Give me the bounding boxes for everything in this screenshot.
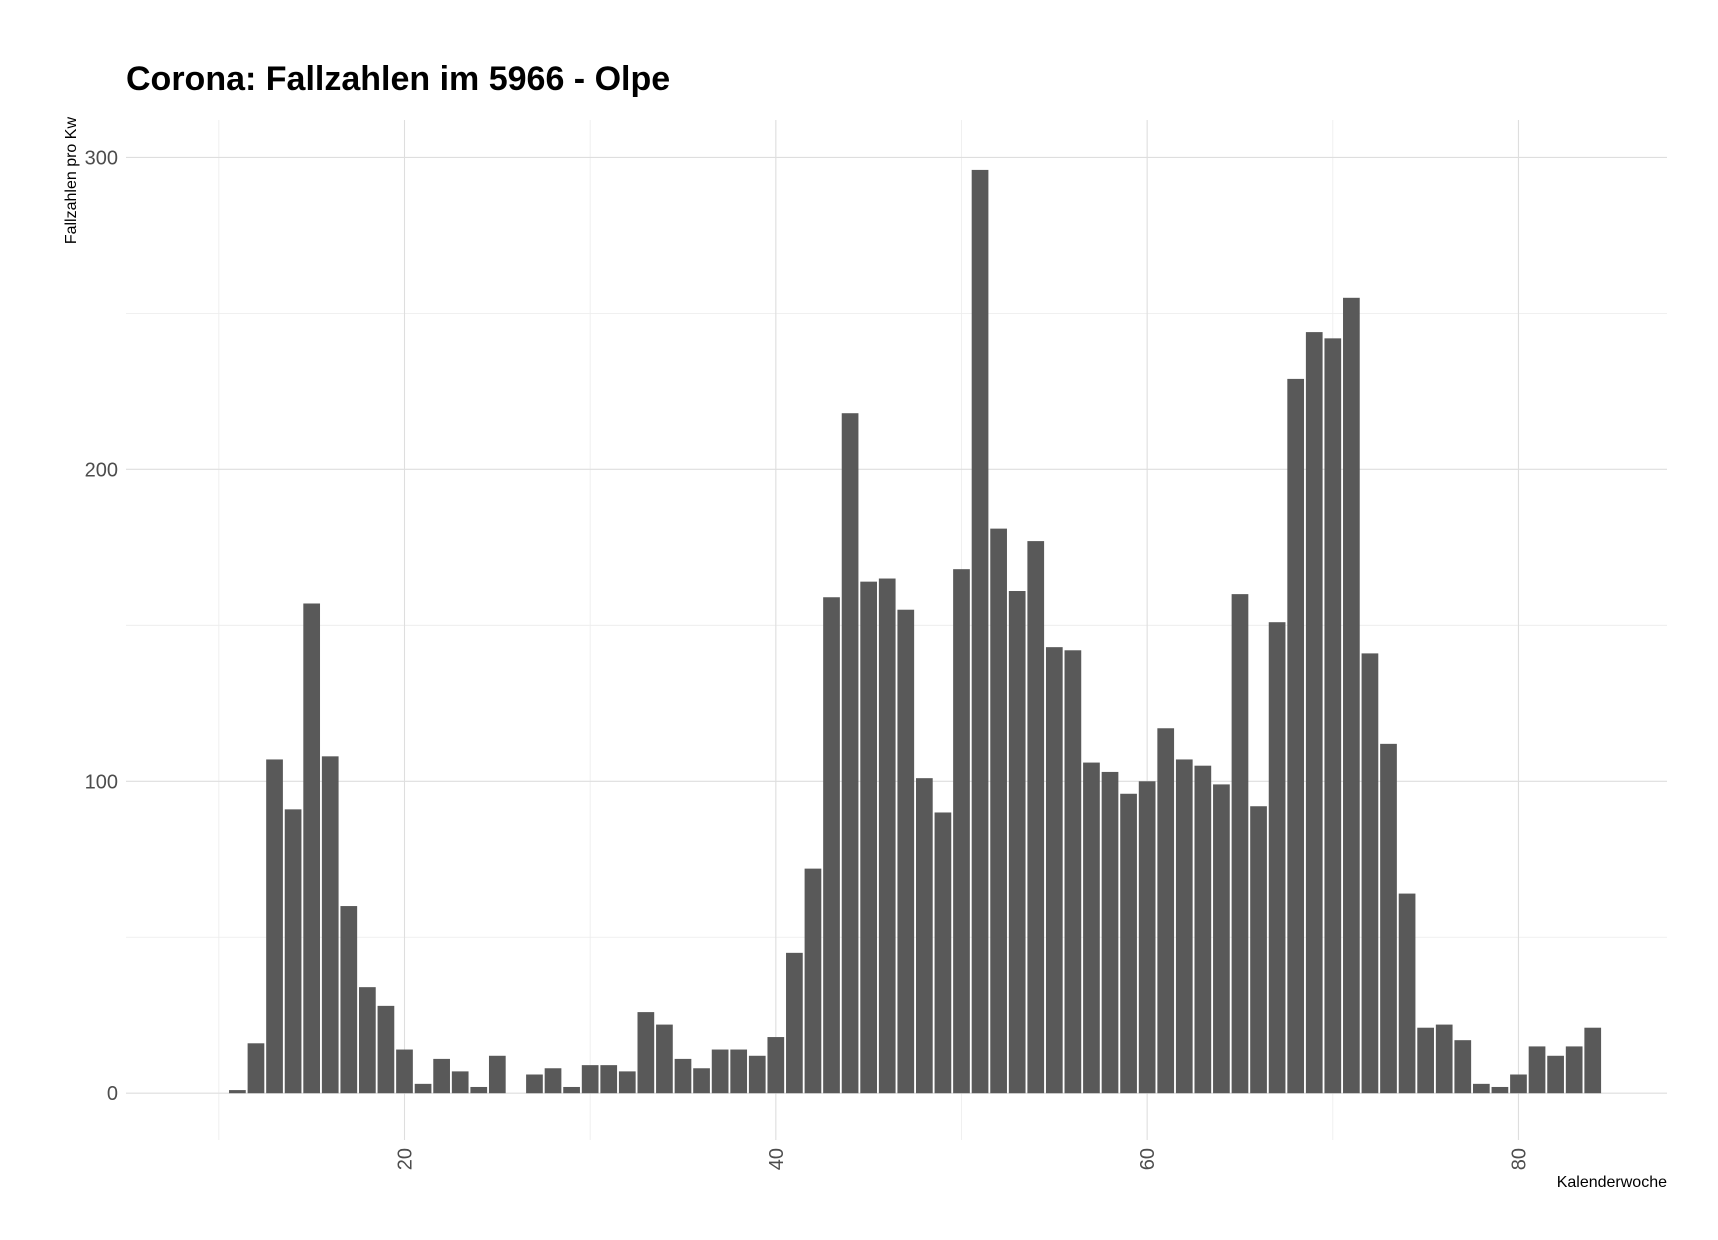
bar (266, 759, 283, 1094)
y-axis-ticks: 0 100 200 300 (85, 147, 118, 1105)
y-tick-label: 100 (85, 771, 118, 793)
bar (1361, 653, 1379, 1094)
bar (1305, 332, 1323, 1094)
bar (1045, 647, 1063, 1094)
bar (1324, 338, 1342, 1094)
bar (396, 1049, 413, 1094)
bar (1120, 793, 1137, 1094)
y-axis-label: Fallzahlen pro Kw (63, 117, 80, 245)
bar (1287, 378, 1305, 1094)
y-tick-label: 0 (107, 1083, 118, 1105)
bar (1398, 893, 1416, 1094)
bar (860, 581, 878, 1094)
grid (126, 120, 1667, 1140)
bar (303, 603, 321, 1094)
bar (414, 1083, 432, 1094)
bar (470, 1086, 488, 1094)
bar (581, 1065, 599, 1094)
bar (1491, 1086, 1509, 1094)
bar (674, 1058, 692, 1094)
bars (229, 169, 1602, 1094)
bar (1250, 806, 1267, 1094)
bar (1268, 622, 1286, 1094)
bar (1454, 1040, 1472, 1094)
bar (878, 578, 896, 1094)
bar (1584, 1027, 1602, 1094)
bar (618, 1071, 636, 1094)
bar (656, 1024, 673, 1094)
y-tick-label: 300 (85, 147, 118, 169)
bar (1231, 594, 1249, 1094)
bar (377, 1005, 395, 1094)
bar (804, 868, 822, 1094)
bar (1157, 728, 1175, 1094)
bar (990, 528, 1007, 1094)
x-tick-label: 40 (766, 1148, 788, 1170)
x-tick-label: 20 (394, 1148, 416, 1170)
bar (693, 1068, 710, 1094)
bar (1008, 591, 1026, 1094)
bar (730, 1049, 748, 1094)
bar (1435, 1024, 1453, 1094)
x-axis-ticks: 20 40 60 80 (394, 1148, 1530, 1170)
y-tick-label: 200 (85, 459, 118, 481)
bar (284, 809, 302, 1094)
bar (823, 597, 840, 1094)
bar (247, 1043, 265, 1094)
x-axis-label: Kalenderwoche (1557, 1174, 1667, 1191)
bar (1083, 762, 1100, 1094)
bar (1175, 759, 1193, 1094)
bar (1343, 297, 1360, 1094)
x-tick-label: 60 (1137, 1148, 1159, 1170)
chart-title: Corona: Fallzahlen im 5966 - Olpe (126, 60, 670, 98)
bar (600, 1065, 618, 1094)
bar (1547, 1055, 1564, 1094)
bar (229, 1090, 246, 1094)
bar (340, 906, 358, 1094)
bar (767, 1037, 785, 1094)
bar (711, 1049, 729, 1094)
bar (321, 756, 339, 1094)
bar (786, 952, 803, 1094)
bar (1565, 1046, 1583, 1094)
bar (359, 987, 376, 1094)
bar (934, 812, 952, 1094)
bar (433, 1058, 450, 1094)
bar (953, 569, 970, 1094)
x-tick-label: 80 (1508, 1148, 1530, 1170)
bar (1417, 1027, 1434, 1094)
bar (748, 1055, 766, 1094)
bar (1027, 541, 1045, 1094)
bar (488, 1055, 506, 1094)
bar (1380, 743, 1397, 1094)
bar (1528, 1046, 1546, 1094)
bar (897, 609, 915, 1094)
bar (1472, 1083, 1490, 1094)
bar (637, 1012, 655, 1094)
bar (1138, 781, 1156, 1094)
bar (1194, 765, 1212, 1094)
bar (1064, 650, 1082, 1094)
bar (544, 1068, 562, 1094)
bar (841, 413, 859, 1094)
bar (526, 1074, 543, 1094)
bar (971, 169, 989, 1094)
bar (451, 1071, 469, 1094)
bar (915, 778, 933, 1094)
bar (1213, 784, 1230, 1094)
bar (563, 1086, 580, 1094)
bar (1510, 1074, 1527, 1094)
bar (1101, 771, 1119, 1094)
